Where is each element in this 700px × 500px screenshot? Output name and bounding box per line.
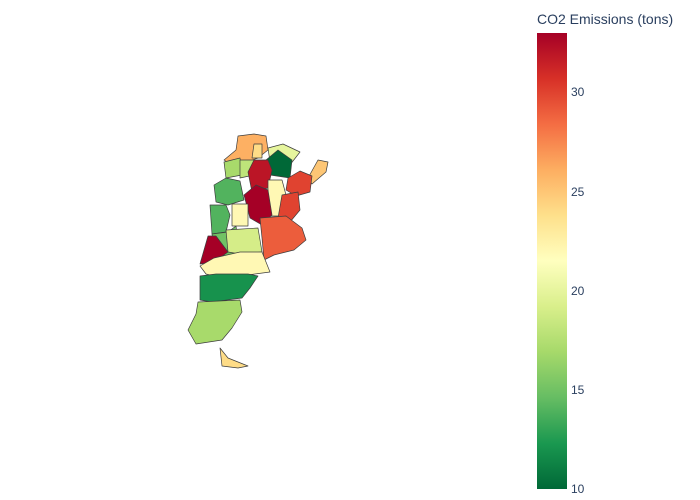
province-region[interactable] bbox=[277, 191, 301, 223]
province-region[interactable] bbox=[199, 273, 259, 303]
colorbar-tick-label: 10 bbox=[571, 482, 585, 496]
colorbar-title: CO2 Emissions (tons) bbox=[537, 11, 674, 27]
province-region[interactable] bbox=[187, 299, 243, 345]
province-region[interactable] bbox=[209, 204, 231, 235]
province-region[interactable] bbox=[219, 347, 249, 369]
province-region[interactable] bbox=[251, 143, 263, 159]
colorbar-tick-label: 25 bbox=[571, 184, 585, 199]
colorbar-tick-label: 20 bbox=[571, 283, 585, 298]
province-region[interactable] bbox=[285, 170, 313, 197]
province-region[interactable] bbox=[259, 215, 307, 261]
province-region[interactable] bbox=[231, 203, 249, 227]
province-region[interactable] bbox=[225, 227, 263, 255]
province-region[interactable] bbox=[213, 177, 245, 206]
colorbar-tick-label: 30 bbox=[571, 85, 585, 100]
province-region[interactable] bbox=[223, 157, 243, 179]
province-region[interactable] bbox=[243, 184, 273, 226]
provinces-layer bbox=[187, 133, 329, 369]
colorbar-gradient bbox=[537, 33, 567, 489]
colorbar-tick-label: 15 bbox=[571, 382, 585, 397]
